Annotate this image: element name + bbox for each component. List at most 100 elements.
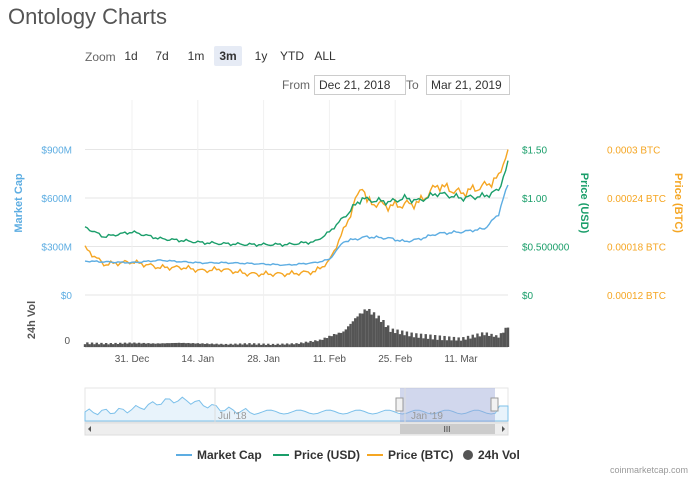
- volume-bar: [476, 333, 479, 347]
- market-cap-tick-label: $0: [61, 291, 73, 302]
- volume-bar: [473, 337, 477, 347]
- volume-bar: [83, 344, 87, 347]
- volume-bar: [224, 343, 228, 347]
- navigator-handle-left[interactable]: [395, 397, 404, 412]
- price-chart: $0 $300M $600M $900M 0 $0 $0.500000 $1.00 $1.50…: [13, 100, 684, 436]
- zoom-button-1y[interactable]: 1y: [254, 49, 268, 63]
- volume-bar: [363, 309, 366, 347]
- to-date-input[interactable]: Mar 21, 2019: [426, 75, 510, 95]
- volume-bar: [445, 340, 449, 347]
- volume-bar: [144, 343, 148, 347]
- volume-bar: [450, 340, 453, 347]
- volume-bar: [506, 327, 510, 347]
- volume-bar: [478, 336, 481, 347]
- volume-bar: [255, 344, 258, 347]
- scroll-left-icon[interactable]: [88, 426, 91, 432]
- volume-bar: [159, 343, 162, 347]
- volume-bar: [300, 342, 303, 347]
- market-cap-axis-title: Market Cap: [13, 173, 25, 233]
- volume-bar: [248, 343, 251, 347]
- volume-bar: [309, 340, 312, 347]
- zoom-button-1m[interactable]: 1m: [187, 49, 205, 63]
- volume-bar: [401, 330, 404, 347]
- volume-bar: [114, 342, 117, 347]
- volume-bar: [227, 344, 230, 347]
- volume-bar: [281, 343, 284, 347]
- volume-bar: [448, 336, 451, 347]
- volume-bar: [231, 344, 235, 347]
- volume-bar: [135, 343, 138, 347]
- volume-axis-title: 24h Vol: [26, 301, 38, 339]
- volume-bar: [112, 344, 115, 347]
- volume-bar: [262, 343, 265, 347]
- zoom-button-7d[interactable]: 7d: [155, 49, 169, 63]
- price-usd-tick-label: $1.00: [522, 194, 547, 205]
- volume-bar: [206, 343, 209, 347]
- zoom-button-all[interactable]: ALL: [314, 49, 336, 63]
- navigator-selection[interactable]: [400, 388, 495, 422]
- legend-market-cap[interactable]: Market Cap: [176, 448, 262, 462]
- volume-bar: [382, 319, 385, 347]
- volume-bar: [257, 343, 261, 347]
- volume-bar: [180, 343, 183, 347]
- volume-bar: [276, 343, 279, 347]
- volume-bar: [457, 337, 460, 347]
- volume-bar: [271, 343, 275, 347]
- price-btc-axis: 0.00012 BTC 0.00018 BTC 0.00024 BTC 0.0003 …: [607, 146, 666, 303]
- volume-bar: [332, 333, 336, 347]
- navigator[interactable]: Jul '18 Jan '19: [84, 387, 509, 423]
- scrollbar-thumb[interactable]: [400, 424, 495, 434]
- volume-bar: [297, 343, 301, 347]
- date-tick-label: 11. Feb: [313, 354, 347, 365]
- volume-bar: [459, 340, 463, 347]
- volume-bar: [234, 343, 237, 347]
- volume-bar: [368, 308, 371, 347]
- legend-price-usd[interactable]: Price (USD): [273, 448, 360, 462]
- price-btc-tick-label: 0.00024 BTC: [607, 194, 666, 205]
- legend-volume[interactable]: 24h Vol: [463, 448, 520, 462]
- from-date-input[interactable]: Dec 21, 2018: [314, 75, 406, 95]
- volume-bar: [410, 332, 413, 347]
- navigator-handle-right[interactable]: [490, 397, 499, 412]
- volume-bar: [443, 335, 446, 347]
- volume-bar: [107, 344, 110, 347]
- price-usd-line: [84, 160, 509, 248]
- zoom-button-ytd[interactable]: YTD: [280, 49, 304, 63]
- market-cap-tick-label: $600M: [41, 194, 72, 205]
- volume-bar: [361, 313, 364, 347]
- volume-bar: [391, 328, 395, 347]
- price-usd-tick-label: $0.500000: [522, 243, 570, 254]
- volume-bar: [241, 344, 244, 347]
- zoom-button-1d[interactable]: 1d: [124, 49, 138, 63]
- volume-bar: [189, 343, 192, 347]
- volume-bar: [177, 342, 181, 347]
- credit-link[interactable]: coinmarketcap.com: [609, 465, 688, 475]
- volume-bar: [422, 338, 425, 347]
- scroll-right-icon[interactable]: [502, 426, 505, 432]
- volume-bar: [424, 334, 427, 347]
- volume-bar: [351, 321, 355, 347]
- volume-bar: [274, 344, 277, 347]
- volume-bar: [126, 343, 129, 347]
- volume-bar: [88, 344, 91, 347]
- volume-bar: [325, 338, 329, 347]
- market-cap-tick-label: $900M: [41, 146, 72, 157]
- zoom-button-3m[interactable]: 3m: [214, 46, 242, 66]
- scrollbar[interactable]: III: [84, 422, 509, 436]
- volume-bar: [236, 344, 239, 347]
- price-btc-tick-label: 0.00018 BTC: [607, 243, 666, 254]
- legend: Market Cap Price (USD) Price (BTC) 24h V…: [0, 448, 696, 466]
- volume-bar: [429, 334, 432, 347]
- volume-bar: [417, 337, 420, 347]
- volume-bar: [394, 333, 397, 347]
- volume-bar: [455, 340, 458, 347]
- volume-bar: [375, 318, 378, 347]
- volume-bar: [86, 342, 89, 347]
- volume-bar: [466, 335, 470, 347]
- volume-bar: [163, 343, 167, 347]
- volume-bar: [260, 344, 263, 347]
- legend-price-btc[interactable]: Price (BTC): [367, 448, 453, 462]
- price-usd-tick-label: $0: [522, 291, 534, 302]
- volume-bar: [208, 344, 211, 347]
- volume-bar: [384, 327, 387, 347]
